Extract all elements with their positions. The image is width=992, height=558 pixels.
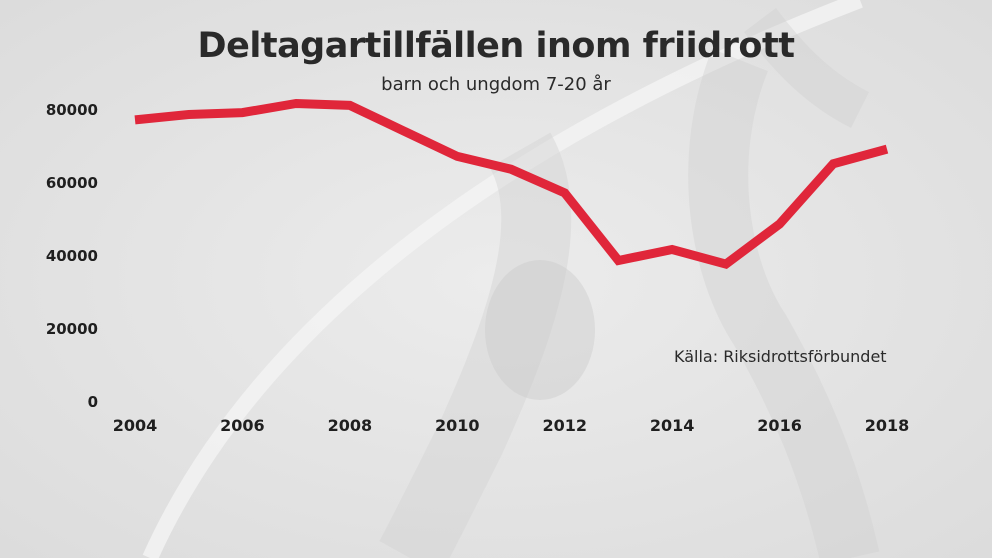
chart-title: Deltagartillfällen inom friidrott	[197, 26, 795, 66]
source-note: Källa: Riksidrottsförbundet	[674, 347, 887, 366]
y-tick-label: 0	[88, 393, 98, 411]
chart-subtitle: barn och ungdom 7-20 år	[381, 74, 611, 95]
x-tick-label: 2016	[757, 416, 802, 435]
series-line	[134, 98, 889, 270]
x-tick-label: 2014	[650, 416, 695, 435]
x-tick-label: 2010	[435, 416, 480, 435]
x-tick-label: 2006	[220, 416, 265, 435]
y-tick-label: 20000	[46, 320, 98, 338]
x-tick-label: 2004	[113, 416, 158, 435]
y-tick-label: 60000	[46, 174, 98, 192]
x-tick-label: 2018	[865, 416, 910, 435]
series-group	[134, 98, 889, 270]
x-tick-label: 2012	[542, 416, 587, 435]
y-tick-label: 80000	[46, 101, 98, 119]
y-tick-label: 40000	[46, 247, 98, 265]
x-tick-label: 2008	[328, 416, 373, 435]
x-axis-ticks: 2004 2006 2008 2010 2012 2014 2016 2018	[113, 416, 910, 435]
y-axis-ticks: 0 20000 40000 60000 80000	[46, 101, 98, 411]
